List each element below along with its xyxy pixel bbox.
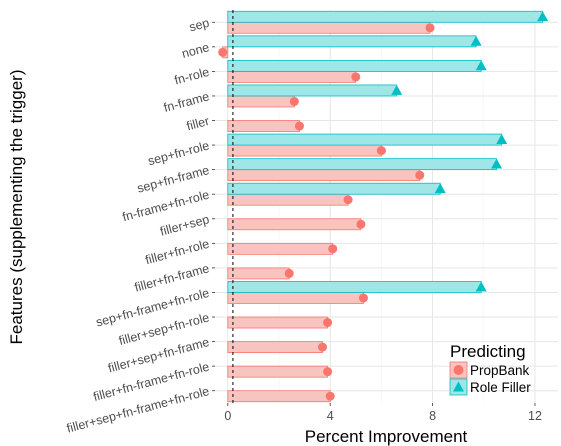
role-filler-bar-fn-role <box>227 60 482 72</box>
legend-circle-marker <box>453 365 464 375</box>
propbank-point-filler+sep+fn-frame+fn-role <box>325 391 335 401</box>
y-tick-label: filler <box>185 114 211 133</box>
role-filler-bar-fn-frame+fn-role <box>227 182 441 195</box>
legend-label-propbank: PropBank <box>470 363 530 378</box>
legend-item-role-filler: Role Filler <box>449 378 531 396</box>
propbank-bar-fn-frame <box>227 95 295 108</box>
point-marks <box>218 11 549 401</box>
x-tick-label: 8 <box>429 409 436 423</box>
propbank-point-filler+fn-role <box>328 244 338 254</box>
propbank-point-sep+fn-frame+fn-role <box>358 293 368 303</box>
propbank-bar-fn-role <box>227 71 357 83</box>
y-tick-label: sep <box>188 16 211 35</box>
propbank-bar-filler+sep+fn-frame+fn-role <box>227 390 331 403</box>
propbank-bar-filler <box>227 120 300 132</box>
propbank-point-fn-frame <box>289 96 299 106</box>
propbank-bar-sep+fn-role <box>227 144 382 157</box>
role-filler-bar-sep <box>227 10 544 23</box>
legend-label-role-filler: Role Filler <box>470 380 531 395</box>
role-filler-point-fn-frame <box>391 84 403 95</box>
role-filler-point-none <box>470 35 482 46</box>
propbank-bar-sep <box>227 21 431 34</box>
role-filler-point-sep+fn-frame+fn-role <box>475 281 487 292</box>
propbank-bar-filler+sep+fn-frame <box>227 341 323 353</box>
role-filler-point-sep <box>537 11 549 22</box>
role-filler-point-sep+fn-frame <box>491 158 503 169</box>
role-filler-bar-sep+fn-role <box>227 133 503 146</box>
y-tick-label: none <box>180 40 211 61</box>
role-filler-point-fn-role <box>475 60 487 71</box>
propbank-point-filler+fn-frame <box>284 268 294 278</box>
y-tick-labels: sepnonefn-rolefn-framefillersep+fn-roles… <box>65 16 215 436</box>
legend-triangle-marker <box>453 381 464 392</box>
legend: Predicting PropBank Role Filler <box>449 342 531 396</box>
propbank-point-filler+fn-frame+fn-role <box>323 367 333 377</box>
x-tick-label: 0 <box>224 409 231 423</box>
propbank-point-none <box>218 47 228 57</box>
propbank-point-filler+sep+fn-frame <box>318 342 328 352</box>
bar-marks <box>222 10 544 403</box>
x-tick-labels: 0 4 8 12 <box>224 403 542 423</box>
role-filler-bar-none <box>227 35 477 48</box>
y-tick-label: fn-frame <box>162 89 211 115</box>
propbank-point-fn-frame+fn-role <box>343 195 353 205</box>
x-tick-label: 12 <box>528 409 542 423</box>
propbank-bar-filler+fn-role <box>227 242 334 255</box>
x-axis-title: Percent Improvement <box>305 427 468 446</box>
y-tick-label: filler+sep <box>158 212 210 239</box>
propbank-point-fn-role <box>351 72 361 82</box>
y-tick-label: fn-role <box>173 65 211 88</box>
propbank-bar-filler+sep+fn-role <box>227 316 329 329</box>
propbank-point-sep+fn-frame <box>415 170 425 180</box>
role-filler-bar-fn-frame <box>227 84 398 97</box>
propbank-bar-filler+sep <box>227 218 362 231</box>
role-filler-bar-sep+fn-frame+fn-role <box>227 281 482 293</box>
x-tick-label: 4 <box>327 409 334 423</box>
role-filler-point-sep+fn-role <box>496 134 508 144</box>
propbank-point-filler+sep <box>356 219 366 229</box>
role-filler-bar-sep+fn-frame <box>227 158 497 171</box>
legend-item-propbank: PropBank <box>449 361 530 379</box>
propbank-point-filler <box>294 121 304 131</box>
propbank-point-sep+fn-role <box>376 146 386 156</box>
legend-title: Predicting <box>450 342 526 361</box>
propbank-bar-sep+fn-frame+fn-role <box>227 292 364 304</box>
role-filler-point-fn-frame+fn-role <box>434 183 446 194</box>
propbank-bar-filler+fn-frame <box>227 267 290 280</box>
propbank-bar-filler+fn-frame+fn-role <box>227 365 329 378</box>
y-axis-title: Features (supplementing the trigger) <box>7 70 26 345</box>
propbank-point-sep <box>425 23 435 33</box>
propbank-bar-fn-frame+fn-role <box>227 193 349 206</box>
propbank-bar-sep+fn-frame <box>227 169 421 182</box>
propbank-point-filler+sep+fn-role <box>323 318 333 328</box>
